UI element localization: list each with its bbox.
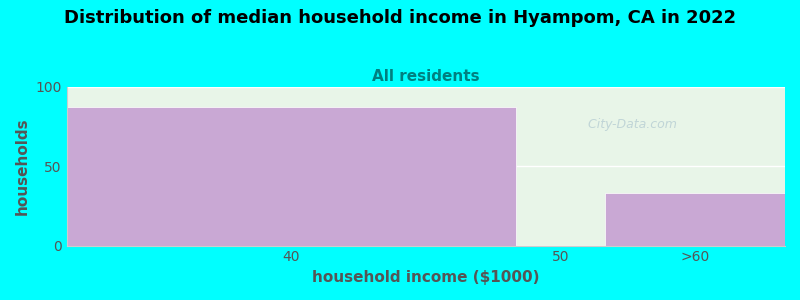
Text: Distribution of median household income in Hyampom, CA in 2022: Distribution of median household income … [64,9,736,27]
Bar [606,193,785,246]
X-axis label: household income ($1000): household income ($1000) [312,270,540,285]
Y-axis label: households: households [15,117,30,215]
Text: City-Data.com: City-Data.com [584,118,677,131]
Title: All residents: All residents [372,69,480,84]
Bar [66,107,516,246]
